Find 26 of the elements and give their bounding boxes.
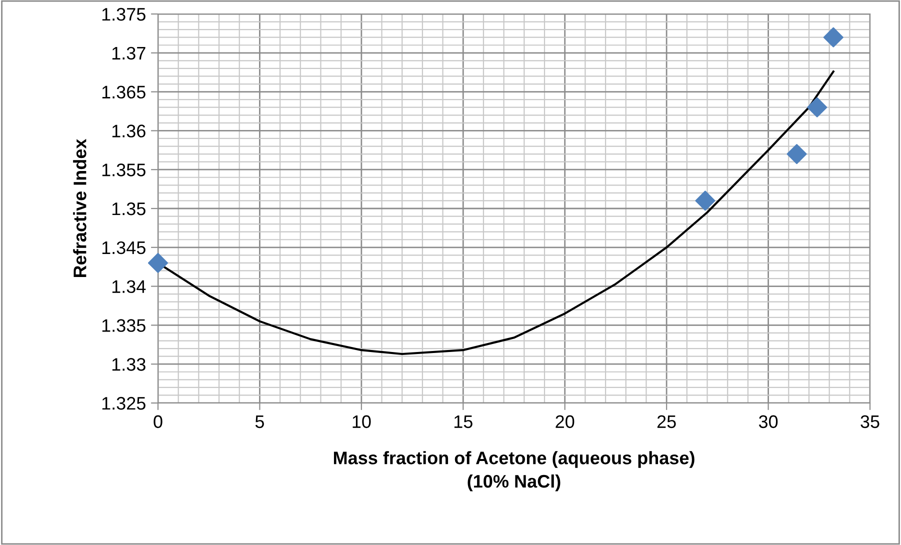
y-tick-label: 1.365 [102, 86, 146, 99]
x-axis-title: Mass fraction of Acetone (aqueous phase) (10% NaCl) [334, 451, 694, 492]
x-tick-label: 15 [454, 415, 472, 428]
x-tick-label: 35 [860, 415, 880, 428]
y-tick-label: 1.375 [102, 8, 146, 21]
y-axis-title: Refractive Index [73, 138, 86, 278]
point [786, 144, 807, 164]
y-tick-label: 1.36 [112, 124, 146, 138]
y-tick-label: 1.345 [102, 241, 146, 254]
x-tick-label: 0 [154, 415, 162, 428]
y-tick-label: 1.34 [112, 280, 146, 294]
x-tick-label: 10 [352, 415, 371, 428]
y-tick-label: 1.355 [102, 164, 146, 176]
y-tick-label: 1.325 [102, 396, 146, 410]
x-tick-label: 25 [657, 415, 676, 428]
y-tick-label: 1.33 [112, 358, 146, 371]
y-tick-label: 1.335 [102, 319, 146, 332]
x-tick-label: 5 [255, 415, 264, 428]
point [695, 190, 716, 211]
y-tick-label: 1.35 [112, 202, 146, 216]
point [148, 252, 168, 273]
point [807, 97, 828, 118]
y-tick-label: 1.37 [112, 46, 146, 60]
x-tick-label: 20 [556, 415, 574, 428]
x-tick-label: 30 [758, 415, 778, 428]
point [823, 27, 844, 48]
